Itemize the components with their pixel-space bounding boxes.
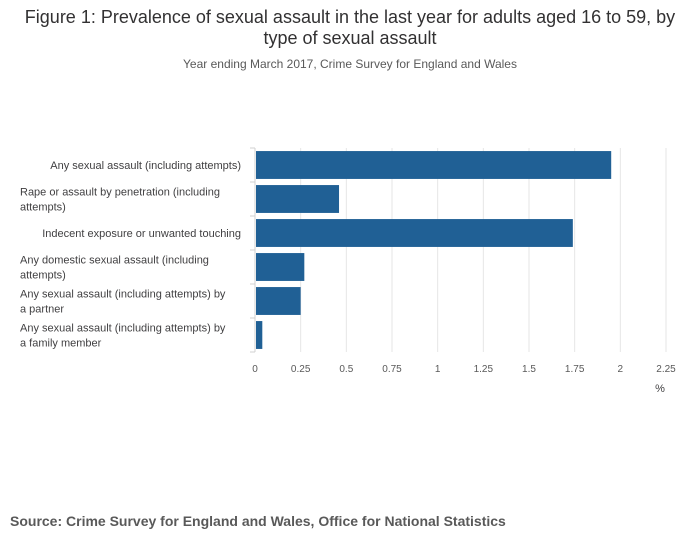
x-axis-unit-label: %	[655, 383, 665, 395]
bar	[256, 151, 612, 179]
x-tick-label: 1.25	[474, 364, 494, 375]
x-tick-label: 0.25	[291, 364, 311, 375]
x-tick-label: 0.5	[339, 364, 353, 375]
category-label: Any sexual assault (including attempts) …	[20, 289, 226, 301]
category-label: Any domestic sexual assault (including	[20, 255, 209, 267]
bar	[256, 287, 301, 315]
bar	[256, 185, 340, 213]
x-tick-label: 1.5	[522, 364, 536, 375]
category-label: attempts)	[20, 270, 66, 282]
category-label: Any sexual assault (including attempts)	[50, 160, 241, 172]
bar	[256, 321, 263, 349]
x-tick-label: 2.25	[656, 364, 676, 375]
bar	[256, 253, 305, 281]
category-label: Any sexual assault (including attempts) …	[20, 323, 226, 335]
category-label: a partner	[20, 304, 64, 316]
x-tick-label: 2	[618, 364, 624, 375]
bar	[256, 219, 573, 247]
chart-subtitle: Year ending March 2017, Crime Survey for…	[183, 57, 517, 71]
chart-title: Figure 1: Prevalence of sexual assault i…	[24, 7, 676, 48]
category-label: Indecent exposure or unwanted touching	[42, 228, 241, 240]
x-tick-label: 0	[252, 364, 258, 375]
x-tick-label: 0.75	[382, 364, 402, 375]
source-note: Source: Crime Survey for England and Wal…	[10, 513, 506, 529]
x-tick-label: 1	[435, 364, 441, 375]
category-label: a family member	[20, 338, 102, 350]
category-label: attempts)	[20, 202, 66, 214]
x-tick-label: 1.75	[565, 364, 585, 375]
category-label: Rape or assault by penetration (includin…	[20, 187, 220, 199]
